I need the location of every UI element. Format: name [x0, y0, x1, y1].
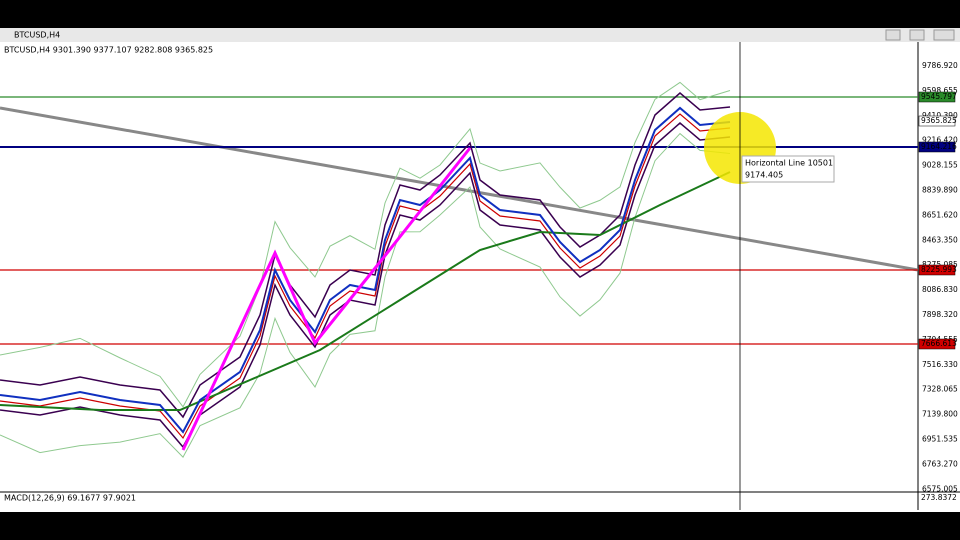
line-label-bg	[918, 338, 956, 350]
price-label: 9410.390	[922, 111, 958, 120]
plot	[0, 81, 919, 458]
line-label-bg	[918, 115, 956, 127]
trendline	[0, 106, 919, 272]
restore[interactable]	[909, 29, 925, 41]
price-label: 8463.350	[922, 235, 958, 244]
macd-scale: 273.8372	[921, 493, 957, 502]
price-label: 7516.330	[922, 360, 958, 369]
macd-header: MACD(12,26,9) 69.1677 97.9021	[4, 494, 136, 503]
ma-slow	[0, 171, 731, 411]
zigzag	[181, 147, 472, 451]
window-buttons	[885, 29, 955, 41]
bollinger-lower	[0, 132, 731, 458]
axis-labels: 9786.920 9598.655 9410.390 9216.420 9028.155…	[918, 61, 958, 493]
price-label: 9028.155	[922, 161, 958, 170]
line-label-bg	[918, 141, 956, 153]
tooltip-name: Horizontal Line 10501	[745, 159, 833, 168]
price-label: 7328.065	[922, 385, 958, 394]
window-title: BTCUSD,H4	[14, 31, 60, 40]
price-label: 6763.270	[922, 459, 958, 468]
ma-fast	[0, 113, 731, 440]
tooltip-price: 9174.405	[745, 171, 783, 180]
tooltip	[741, 155, 835, 183]
minimize[interactable]	[885, 29, 901, 41]
price-label: 8651.620	[922, 210, 958, 219]
bollinger-upper	[0, 81, 731, 408]
line-label-bg	[918, 91, 956, 103]
price-label: 6575.005	[922, 484, 958, 493]
envelope-upper	[0, 92, 731, 419]
title-bar	[0, 28, 960, 42]
price-label: 9786.920	[922, 61, 958, 70]
close[interactable]	[933, 29, 955, 41]
chart-header: BTCUSD,H4 9301.390 9377.107 9282.808 936…	[4, 46, 213, 55]
price	[0, 106, 731, 434]
price-label: 8275.085	[922, 260, 958, 269]
price-label: 6951.535	[922, 435, 958, 444]
price-label: 7139.800	[922, 410, 958, 419]
price-label: 9598.655	[922, 86, 958, 95]
line-label: 8225.993	[921, 265, 957, 274]
price-label: 9216.420	[922, 136, 958, 145]
line-label: 9545.797	[921, 92, 957, 101]
line-label-bg	[918, 264, 956, 276]
line-label: 9164.216	[921, 142, 957, 151]
line-label: 7666.613	[921, 339, 957, 348]
price-label: 7898.320	[922, 310, 958, 319]
line-label: 9365.825	[921, 116, 957, 125]
price-label: 8086.830	[922, 285, 958, 294]
price-label: 8839.890	[922, 186, 958, 195]
